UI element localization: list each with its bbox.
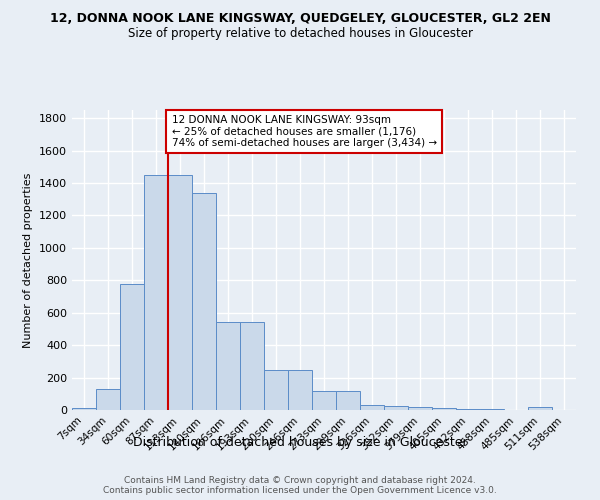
Text: 12, DONNA NOOK LANE KINGSWAY, QUEDGELEY, GLOUCESTER, GL2 2EN: 12, DONNA NOOK LANE KINGSWAY, QUEDGELEY,… [50, 12, 550, 26]
Bar [360, 405, 384, 410]
Bar [168, 175, 192, 410]
Bar [120, 284, 144, 410]
Bar [312, 392, 336, 410]
Bar [528, 407, 552, 410]
Bar [144, 175, 168, 410]
Bar [432, 408, 456, 410]
Bar [456, 409, 480, 410]
Text: 12 DONNA NOOK LANE KINGSWAY: 93sqm
← 25% of detached houses are smaller (1,176)
: 12 DONNA NOOK LANE KINGSWAY: 93sqm ← 25%… [172, 115, 437, 148]
Y-axis label: Number of detached properties: Number of detached properties [23, 172, 34, 348]
Bar [288, 370, 312, 410]
Bar [72, 408, 96, 410]
Text: Contains HM Land Registry data © Crown copyright and database right 2024.
Contai: Contains HM Land Registry data © Crown c… [103, 476, 497, 495]
Bar [240, 322, 264, 410]
Bar [384, 406, 408, 410]
Bar [480, 409, 504, 410]
Text: Distribution of detached houses by size in Gloucester: Distribution of detached houses by size … [133, 436, 467, 449]
Bar [408, 407, 432, 410]
Text: Size of property relative to detached houses in Gloucester: Size of property relative to detached ho… [128, 28, 473, 40]
Bar [216, 322, 240, 410]
Bar [96, 389, 120, 410]
Bar [336, 392, 360, 410]
Bar [192, 192, 216, 410]
Bar [264, 370, 288, 410]
